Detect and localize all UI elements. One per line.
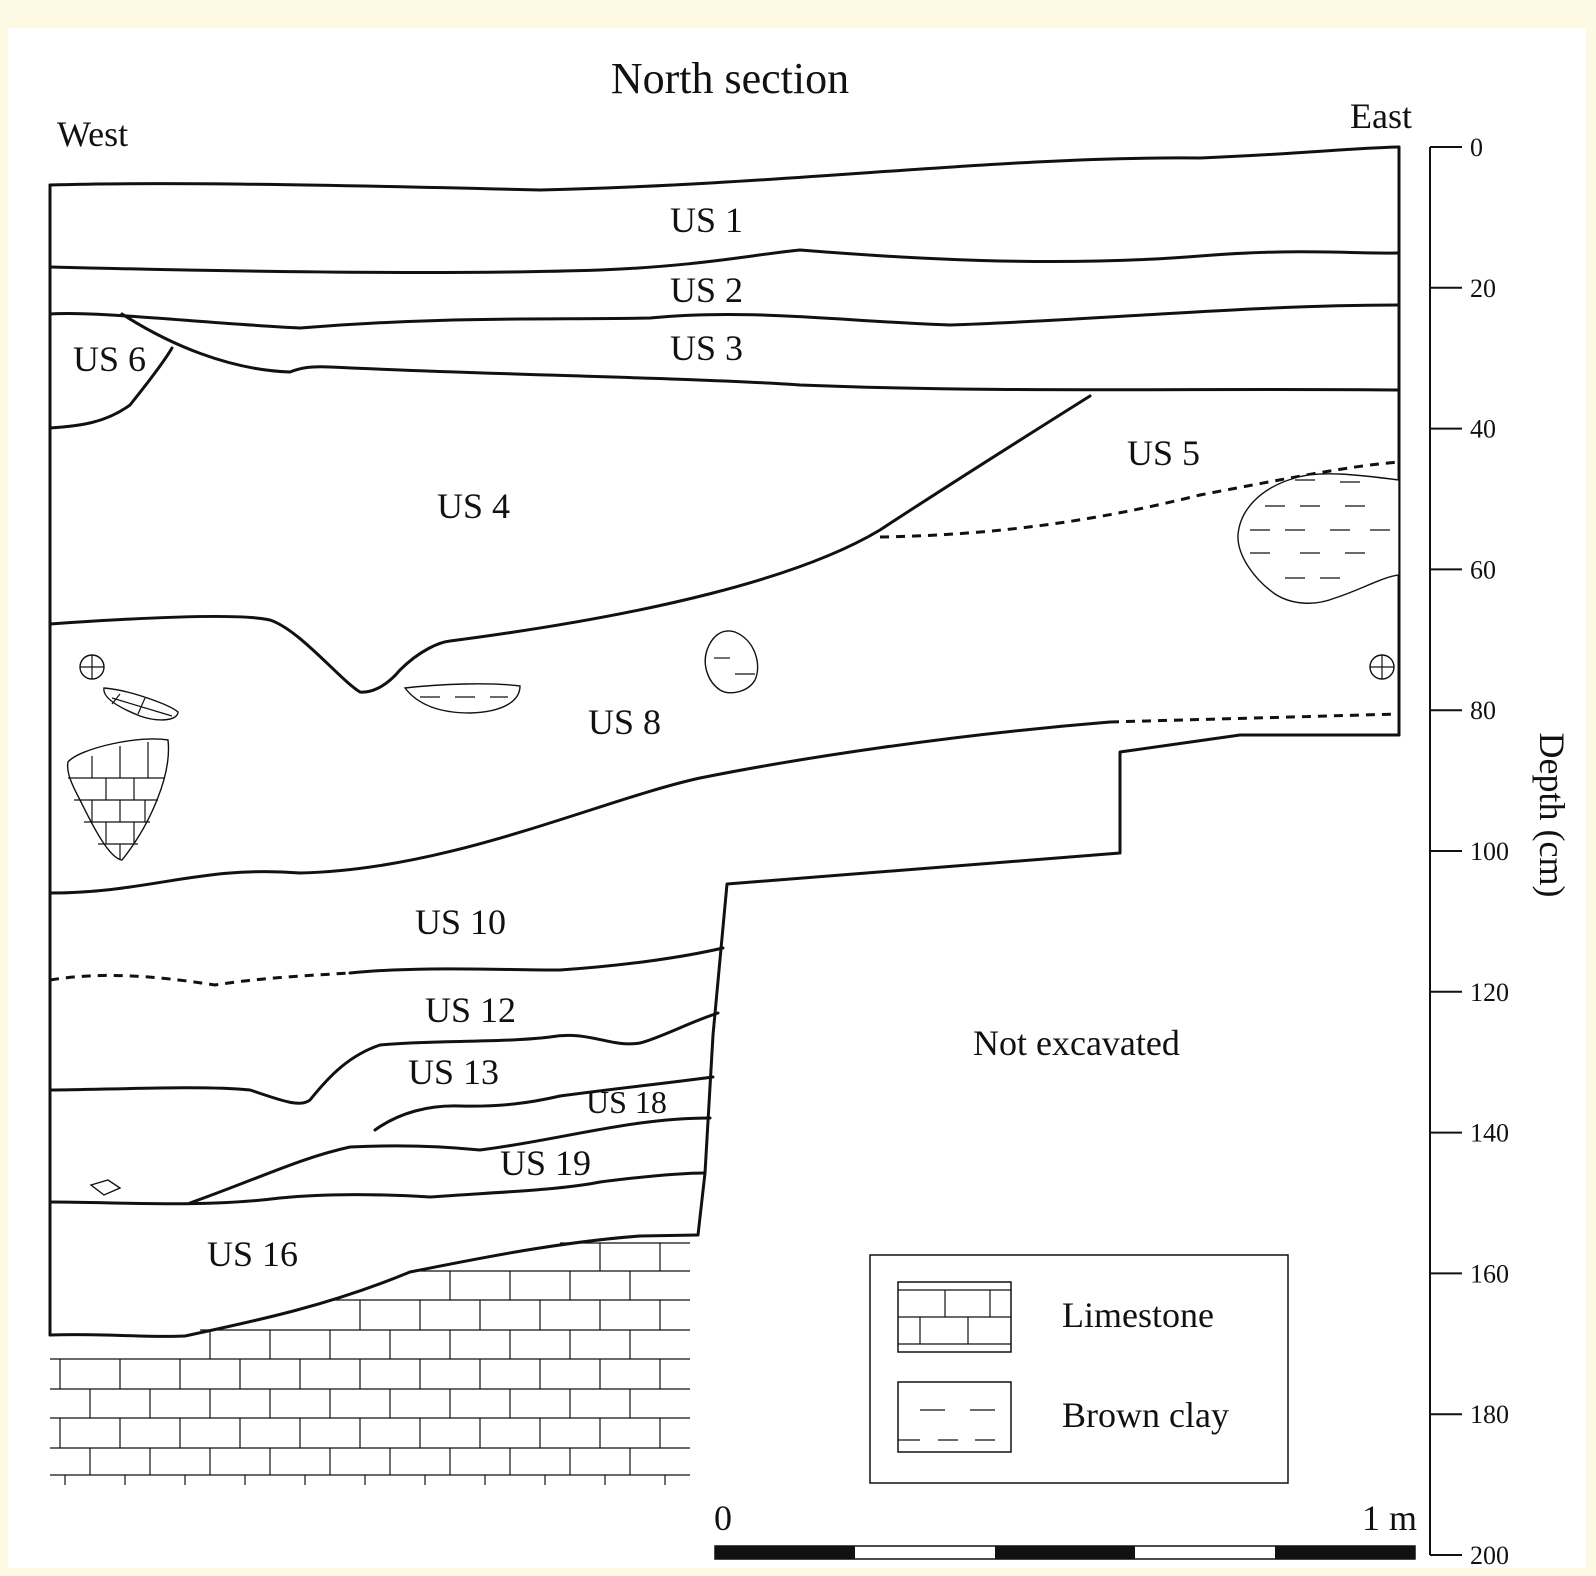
paper-sheet bbox=[8, 28, 1586, 1568]
diagram-title: North section bbox=[611, 54, 849, 103]
unit-label-us13: US 13 bbox=[408, 1052, 499, 1092]
limestone-block bbox=[66, 738, 170, 861]
unit-label-us4: US 4 bbox=[437, 486, 510, 526]
unit-label-us1: US 1 bbox=[670, 200, 743, 240]
scale-bar-end: 1 m bbox=[1362, 1498, 1417, 1538]
depth-tick-label-100: 100 bbox=[1470, 837, 1509, 866]
inclusions bbox=[66, 473, 1400, 1196]
unit-label-us19: US 19 bbox=[500, 1143, 591, 1183]
brown-clay-lens bbox=[1237, 473, 1400, 604]
depth-tick-label-160: 160 bbox=[1470, 1259, 1509, 1288]
legend-brown-clay-swatch bbox=[897, 1381, 1012, 1453]
depth-tick-label-0: 0 bbox=[1470, 133, 1483, 162]
unit-label-us10: US 10 bbox=[415, 902, 506, 942]
scale-bar-start: 0 bbox=[714, 1498, 732, 1538]
depth-axis: 0 20 40 60 80 100 120 140 160 180 200 Depth (cm) bbox=[1429, 133, 1572, 1570]
unit-label-us16: US 16 bbox=[207, 1234, 298, 1274]
depth-axis-label: Depth (cm) bbox=[1532, 733, 1572, 898]
unit-label-us18: US 18 bbox=[586, 1084, 667, 1120]
small-stone bbox=[89, 1179, 122, 1196]
legend-brown-clay-label: Brown clay bbox=[1062, 1395, 1229, 1435]
limestone-bedrock bbox=[50, 1242, 690, 1485]
datum-marker-west bbox=[79, 654, 105, 680]
unit-label-us2: US 2 bbox=[670, 270, 743, 310]
unit-label-us6: US 6 bbox=[73, 339, 146, 379]
unit-label-us3: US 3 bbox=[670, 328, 743, 368]
east-label: East bbox=[1350, 96, 1412, 136]
depth-tick-label-200: 200 bbox=[1470, 1541, 1509, 1570]
legend-limestone-label: Limestone bbox=[1062, 1295, 1214, 1335]
unit-labels: US 1 US 2 US 3 US 4 US 5 US 6 US 8 US 10… bbox=[73, 200, 1200, 1274]
unit-label-us5: US 5 bbox=[1127, 433, 1200, 473]
depth-tick-label-140: 140 bbox=[1470, 1119, 1509, 1148]
not-excavated-label: Not excavated bbox=[973, 1023, 1180, 1063]
limestone-fragment bbox=[103, 687, 179, 721]
west-label: West bbox=[57, 114, 128, 154]
depth-tick-label-80: 80 bbox=[1470, 696, 1496, 725]
depth-tick-label-120: 120 bbox=[1470, 978, 1509, 1007]
clay-nodule bbox=[704, 630, 759, 694]
scale-bar: 0 1 m bbox=[714, 1498, 1417, 1560]
unit-label-us8: US 8 bbox=[588, 702, 661, 742]
section-outline bbox=[48, 145, 1401, 1338]
depth-tick-label-40: 40 bbox=[1470, 415, 1496, 444]
depth-tick-label-60: 60 bbox=[1470, 555, 1496, 584]
legend-limestone-swatch bbox=[897, 1281, 1012, 1353]
layer-boundaries bbox=[48, 248, 1401, 1206]
datum-marker-east bbox=[1369, 654, 1395, 680]
unit-label-us12: US 12 bbox=[425, 990, 516, 1030]
depth-tick-label-180: 180 bbox=[1470, 1400, 1509, 1429]
depth-tick-label-20: 20 bbox=[1470, 274, 1496, 303]
clay-lens-small bbox=[403, 683, 521, 714]
legend: Limestone Brown clay bbox=[869, 1254, 1289, 1484]
